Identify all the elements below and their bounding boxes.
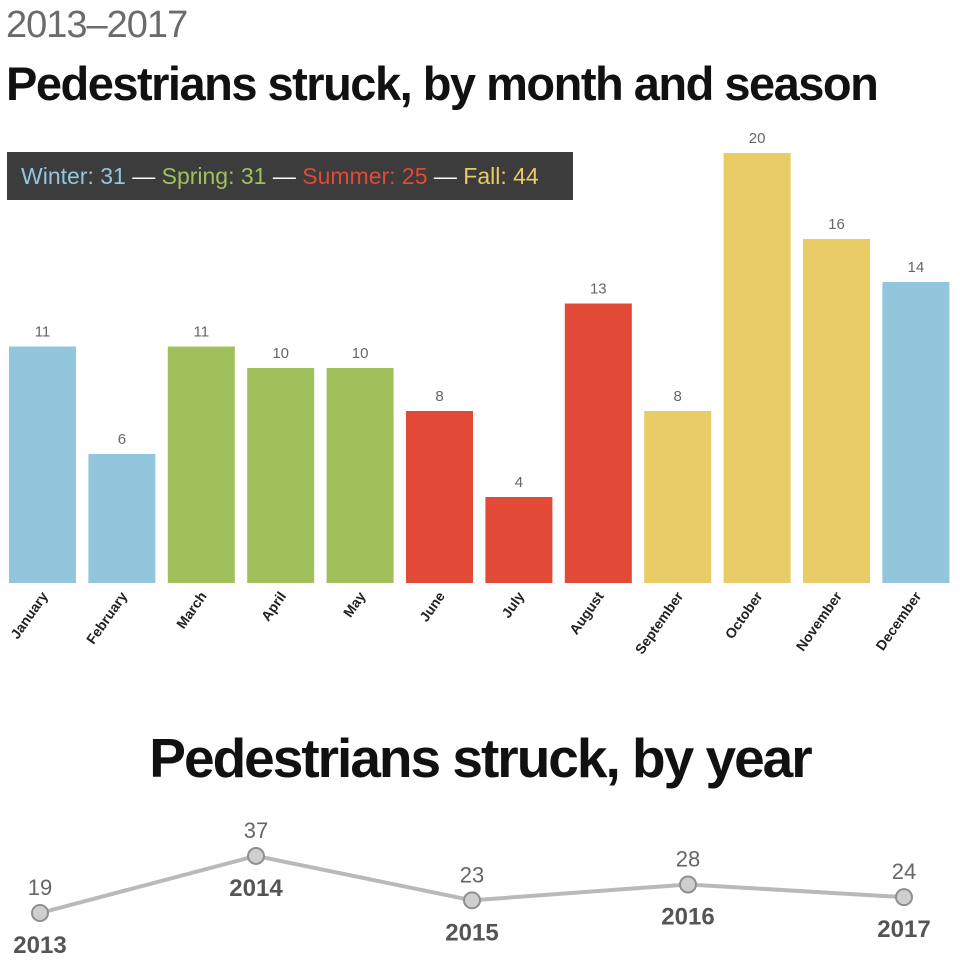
year-value-label: 24: [892, 859, 916, 884]
year-tick-label: 2014: [229, 875, 283, 902]
month-tick-label: July: [498, 588, 527, 620]
month-tick-label: August: [566, 588, 607, 637]
month-tick-label: May: [340, 588, 369, 620]
month-tick-label: January: [7, 588, 51, 641]
year-value-label: 19: [28, 875, 52, 900]
bar-value-label: 16: [828, 216, 845, 233]
month-tick-label: February: [83, 588, 131, 646]
yearly-chart-title: Pedestrians struck, by year: [149, 727, 812, 789]
year-tick-label: 2017: [877, 916, 930, 943]
bar-july: [485, 497, 553, 583]
month-tick-label: November: [793, 588, 846, 654]
year-value-label: 37: [244, 818, 268, 843]
bar-value-label: 10: [272, 345, 289, 362]
bar-september: [644, 411, 712, 583]
chart-subtitle: 2013–2017: [6, 4, 188, 46]
legend-separator: —: [433, 163, 457, 189]
year-value-label: 28: [676, 846, 700, 871]
legend-separator: —: [132, 163, 156, 189]
year-tick-label: 2015: [445, 919, 498, 946]
month-tick-label: April: [258, 589, 289, 624]
bar-november: [803, 239, 870, 583]
year-tick-label: 2013: [13, 932, 66, 959]
bar-value-label: 8: [435, 388, 443, 405]
legend-summer: Summer: 25: [302, 163, 428, 189]
bar-august: [564, 303, 632, 583]
monthly-bar-chart: 11 January 6 February 11 March 10 April 10 May 8 Ju…: [7, 130, 950, 657]
legend-fall: Fall: 44: [463, 163, 539, 189]
bar-december: [882, 282, 950, 583]
bar-value-label: 14: [908, 259, 925, 276]
bar-june: [406, 411, 473, 583]
legend-separator: —: [272, 163, 296, 189]
month-tick-label: March: [173, 589, 210, 632]
bar-value-label: 13: [590, 281, 607, 298]
bar-april: [247, 368, 315, 583]
bar-march: [167, 346, 235, 583]
bar-value-label: 6: [118, 431, 126, 448]
bar-may: [326, 368, 394, 583]
bar-value-label: 8: [674, 388, 682, 405]
bar-value-label: 11: [194, 324, 210, 341]
bar-value-label: 4: [515, 474, 523, 491]
year-series-line: [39, 853, 905, 915]
month-tick-label: October: [722, 588, 766, 642]
legend-winter: Winter: 31: [21, 163, 126, 189]
season-legend: Winter: 31 — Spring: 31 — Summer: 25 — F…: [7, 152, 573, 200]
bar-value-label: 11: [35, 324, 51, 341]
year-point-marker: [895, 888, 913, 907]
chart-title: Pedestrians struck, by month and season: [6, 57, 879, 110]
bar-february: [88, 454, 156, 583]
year-point-marker: [463, 891, 481, 910]
year-point-marker: [247, 846, 265, 865]
year-point-marker: [679, 875, 697, 894]
month-tick-label: September: [632, 588, 687, 657]
bar-value-label: 10: [352, 345, 369, 362]
legend-spring: Spring: 31: [161, 163, 267, 189]
bar-value-label: 20: [749, 130, 766, 147]
year-value-label: 23: [460, 862, 484, 887]
year-point-marker: [31, 904, 49, 922]
year-tick-label: 2016: [661, 903, 714, 930]
month-tick-label: December: [872, 588, 924, 653]
bar-october: [723, 153, 791, 583]
month-tick-label: June: [416, 588, 448, 624]
bar-january: [9, 346, 76, 583]
